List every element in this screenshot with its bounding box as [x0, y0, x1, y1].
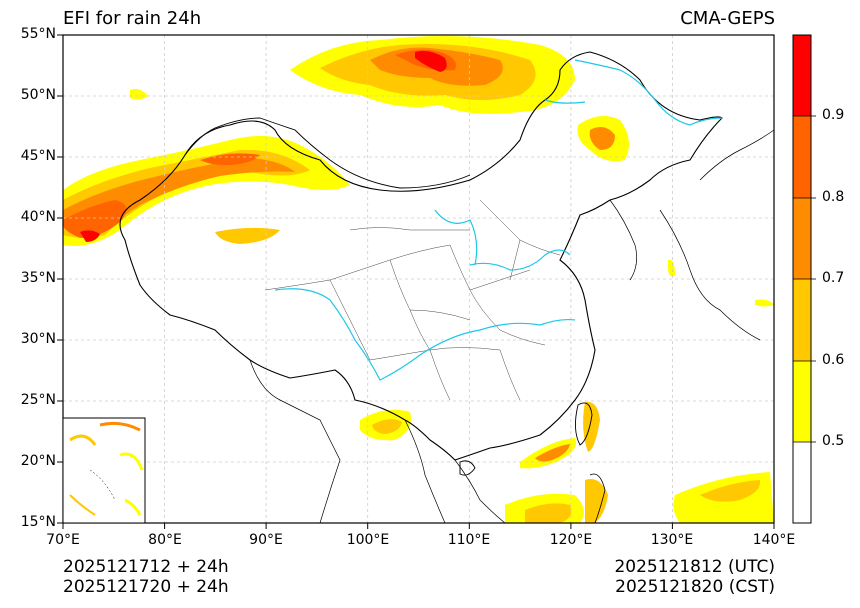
china-border [119, 51, 723, 461]
colorbar-bin-0 [793, 442, 811, 523]
efi-area-taiwan-east [583, 401, 600, 452]
efi-area-north-band-peak [415, 50, 447, 72]
lon-label: 140°E [752, 532, 796, 548]
lat-label: 30°N [20, 331, 56, 347]
init-time-block: 2025121712 + 24h 2025121720 + 24h [63, 557, 229, 597]
lon-label: 100°E [346, 532, 390, 548]
lat-label: 15°N [20, 514, 56, 530]
efi-area-philippines [585, 479, 608, 523]
colorbar-bin-2 [793, 279, 811, 361]
india-border [249, 359, 341, 523]
se-asia-coast [404, 419, 506, 523]
lon-label: 80°E [148, 532, 182, 548]
efi-area-kunlun [215, 227, 280, 244]
colorbar-bin-3 [793, 198, 811, 279]
lon-label: 70°E [46, 532, 80, 548]
lon-label: 120°E [549, 532, 593, 548]
colorbar-tick: 0.9 [822, 107, 845, 123]
efi-area-japan-south [755, 299, 774, 307]
colorbar-bin-5 [793, 35, 811, 116]
hainan-coast [459, 460, 476, 476]
boundaries [119, 51, 774, 523]
init-time-cst: 2025121720 + 24h [63, 577, 229, 597]
philippines-coast [589, 473, 606, 523]
axis-ticks [57, 34, 775, 529]
efi-area-west-max [63, 200, 127, 238]
rivers [274, 59, 723, 381]
efi-area-west-tail [200, 153, 260, 165]
efi-area-south-scs-core [525, 503, 572, 523]
gridlines [63, 35, 774, 523]
efi-area-taiwan-strait-core [535, 444, 570, 462]
valid-time-utc: 2025121812 (UTC) [614, 557, 775, 577]
valid-time-cst: 2025121820 (CST) [615, 577, 775, 597]
efi-area-west-peak [80, 230, 100, 242]
lat-label: 45°N [20, 148, 56, 164]
init-time-utc: 2025121712 + 24h [63, 557, 229, 577]
efi-area-korea-east [668, 259, 675, 277]
taiwan-coast [575, 402, 593, 446]
korea-japan-coast [609, 129, 774, 341]
map-title: EFI for rain 24h [63, 8, 202, 29]
colorbar-tick: 0.5 [822, 433, 845, 449]
lat-label: 20°N [20, 453, 56, 469]
efi-area-yunnan-core [372, 419, 402, 434]
efi-area-pacific-core [700, 480, 761, 502]
valid-time-block: 2025121812 (UTC) 2025121820 (CST) [614, 557, 775, 597]
lat-label: 25°N [20, 392, 56, 408]
efi-shading [63, 36, 774, 523]
lon-label: 90°E [249, 532, 283, 548]
lat-label: 50°N [20, 87, 56, 103]
colorbar-tick: 0.7 [822, 270, 845, 286]
lat-label: 40°N [20, 209, 56, 225]
lon-label: 130°E [650, 532, 694, 548]
mongolia-border [184, 117, 471, 189]
lat-label: 35°N [20, 270, 56, 286]
inset-map [62, 417, 146, 524]
colorbar-tick: 0.6 [822, 352, 845, 368]
province-lines [264, 199, 561, 401]
lon-label: 110°E [447, 532, 491, 548]
colorbar-tick: 0.8 [822, 189, 845, 205]
colorbar-bin-1 [793, 361, 811, 442]
colorbar-bin-4 [793, 116, 811, 198]
model-name: CMA-GEPS [680, 8, 775, 29]
lat-label: 55°N [20, 26, 56, 42]
efi-area-manchuria-core [589, 126, 615, 150]
colorbar [792, 34, 816, 524]
efi-area-west-scatter [130, 88, 148, 100]
